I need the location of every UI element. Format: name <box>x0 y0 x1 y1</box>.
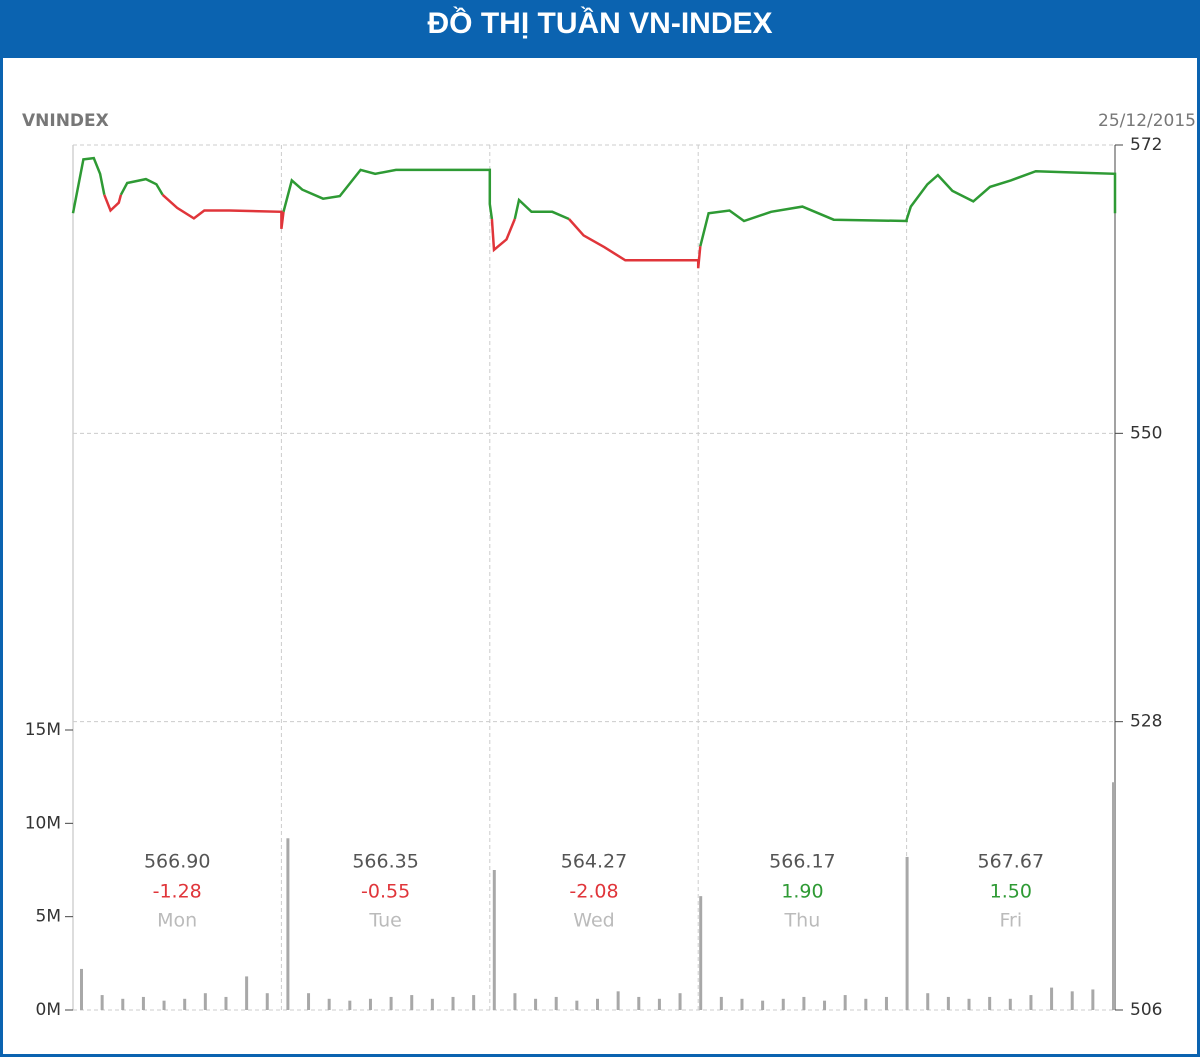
day-close: 566.35 <box>352 851 418 873</box>
volume-bar <box>245 976 249 1010</box>
volume-bar <box>554 996 558 1010</box>
volume-bar <box>513 993 517 1010</box>
y-tick-label: 528 <box>1130 712 1162 732</box>
y-tick-label: 550 <box>1130 423 1162 443</box>
volume-bar <box>286 838 290 1010</box>
volume-bar <box>472 995 476 1010</box>
day-close: 566.90 <box>144 851 210 873</box>
volume-bar <box>781 998 785 1010</box>
volume-bar <box>1091 989 1095 1010</box>
volume-bar <box>740 998 744 1010</box>
volume-bar <box>410 995 414 1010</box>
price-line <box>71 156 1117 247</box>
volume-bar <box>100 995 104 1010</box>
price-line <box>103 193 702 269</box>
volume-tick-label: 15M <box>25 720 61 740</box>
day-change: -2.08 <box>569 881 618 903</box>
volume-bar <box>1008 998 1012 1010</box>
volume-bar <box>430 998 434 1010</box>
day-name: Wed <box>573 910 614 932</box>
day-close: 566.17 <box>769 851 835 873</box>
volume-bar <box>761 1000 765 1010</box>
volume-bar <box>1029 995 1033 1010</box>
volume-bar <box>224 996 228 1010</box>
volume-bar <box>162 1000 166 1010</box>
volume-bar <box>988 996 992 1010</box>
volume-bar <box>534 998 538 1010</box>
day-change: -0.55 <box>361 881 410 903</box>
volume-bar <box>265 993 269 1010</box>
volume-bar <box>843 995 847 1010</box>
volume-bar <box>719 996 723 1010</box>
day-name: Fri <box>999 910 1022 932</box>
volume-bar <box>203 993 207 1010</box>
volume-bar <box>451 996 455 1010</box>
chart-date: 25/12/2015 <box>1098 111 1196 131</box>
volume-bar <box>802 996 806 1010</box>
volume-bar <box>864 998 868 1010</box>
day-name: Thu <box>784 910 821 932</box>
volume-bar <box>967 998 971 1010</box>
day-change: -1.28 <box>153 881 202 903</box>
day-name: Mon <box>157 910 197 932</box>
volume-bar <box>678 993 682 1010</box>
volume-bar <box>946 996 950 1010</box>
volume-bar <box>389 996 393 1010</box>
volume-bar <box>327 998 331 1010</box>
volume-bar <box>1112 782 1115 1010</box>
volume-bar <box>307 993 311 1010</box>
volume-bar <box>141 996 145 1010</box>
volume-bar <box>884 996 888 1010</box>
volume-tick-label: 0M <box>36 1000 61 1020</box>
volume-bar <box>637 996 641 1010</box>
volume-bar <box>183 998 187 1010</box>
volume-bar <box>575 1000 579 1010</box>
volume-bar <box>1070 991 1074 1010</box>
volume-bar <box>905 856 909 1010</box>
day-change: 1.90 <box>781 881 823 903</box>
volume-bar <box>348 1000 352 1010</box>
y-tick-label: 572 <box>1130 135 1162 155</box>
volume-bar <box>596 998 599 1010</box>
day-name: Tue <box>368 910 401 932</box>
header-bar <box>0 0 1200 58</box>
volume-bar <box>657 998 661 1010</box>
volume-bar <box>616 991 620 1010</box>
volume-tick-label: 5M <box>36 907 61 927</box>
volume-bar <box>1050 987 1054 1010</box>
y-tick-label: 506 <box>1130 1000 1162 1020</box>
volume-bar <box>926 993 930 1010</box>
day-close: 567.67 <box>978 851 1044 873</box>
volume-tick-label: 10M <box>25 813 61 833</box>
day-close: 564.27 <box>561 851 627 873</box>
header-title: ĐỒ THỊ TUẦN VN-INDEX <box>428 6 773 40</box>
volume-bar <box>823 1000 827 1010</box>
volume-bar <box>368 998 372 1010</box>
volume-bar <box>699 896 703 1010</box>
day-change: 1.50 <box>990 881 1032 903</box>
volume-bar <box>80 968 83 1010</box>
chart-title: VNINDEX <box>22 111 109 131</box>
volume-bar <box>492 870 496 1010</box>
volume-bar <box>121 998 125 1010</box>
